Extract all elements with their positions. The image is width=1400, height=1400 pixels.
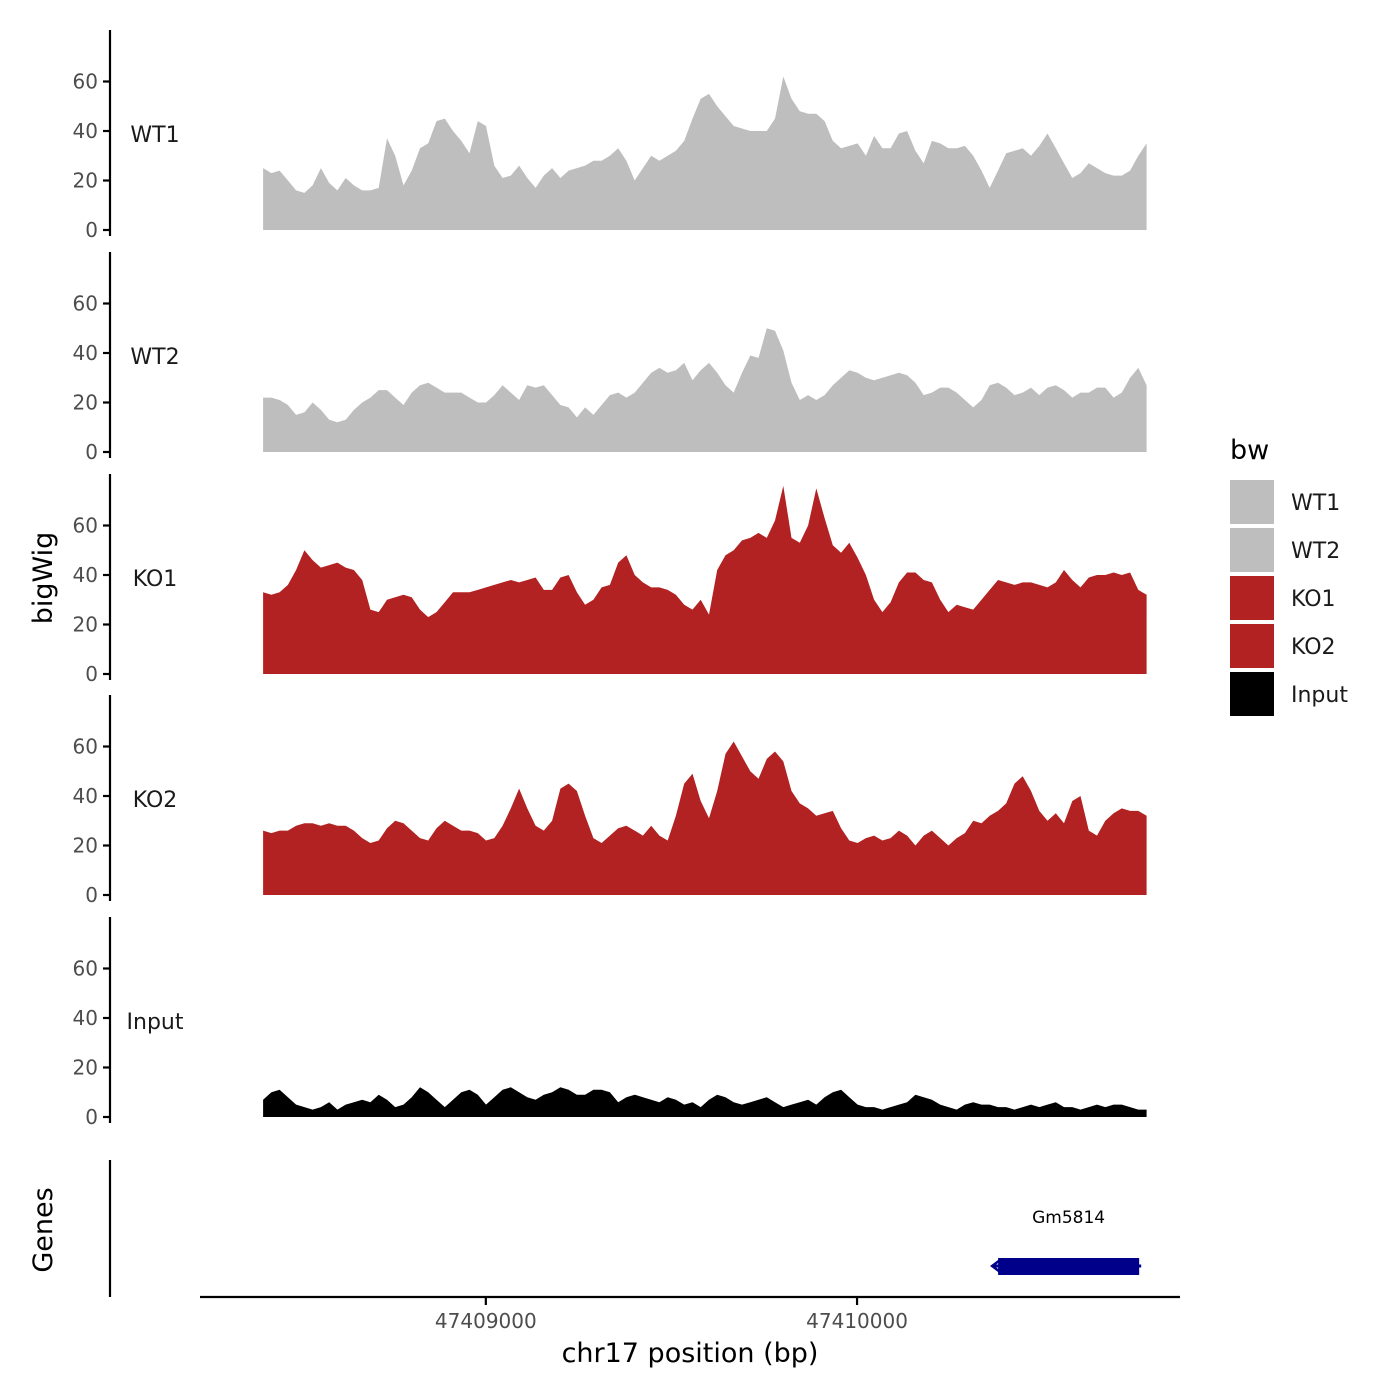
legend-swatch [1230, 624, 1274, 668]
y-tick-label: 60 [73, 70, 98, 94]
legend-item-wt1: WT1 [1230, 480, 1340, 524]
legend-item-wt2: WT2 [1230, 528, 1340, 572]
legend-swatch [1230, 576, 1274, 620]
coverage-area-wt2 [263, 328, 1147, 452]
track-wt2: 0 20 40 60 WT2 [73, 252, 1147, 464]
y-tick-label: 40 [73, 341, 98, 365]
y-tick-label: 40 [73, 563, 98, 587]
y-tick-label: 20 [73, 391, 98, 415]
legend-label: KO2 [1291, 635, 1336, 660]
y-tick-label: 20 [73, 834, 98, 858]
legend-label: Input [1291, 683, 1348, 708]
legend-title: bw [1230, 435, 1269, 466]
track-ko1: 0 20 40 60 KO1 [73, 474, 1147, 686]
y-axis-title-bigwig: bigWig [28, 532, 59, 625]
coverage-tracks: 0 20 40 60 WT1 0 20 40 60 WT2 0 20 40 60 KO1 0 20 40 60 KO2… [73, 30, 1147, 1129]
coverage-area-input [263, 1087, 1147, 1117]
coverage-area-ko1 [263, 485, 1147, 674]
gene-gm5814: Gm5814 [990, 1208, 1142, 1275]
y-tick-label: 40 [73, 119, 98, 143]
track-wt1: 0 20 40 60 WT1 [73, 30, 1147, 242]
y-tick-label: 60 [73, 292, 98, 316]
y-tick-label: 40 [73, 784, 98, 808]
y-tick-label: 0 [85, 662, 98, 686]
y-tick-label: 0 [85, 218, 98, 242]
track-label-ko2: KO2 [133, 788, 178, 813]
y-tick-label: 0 [85, 440, 98, 464]
legend-swatch [1230, 480, 1274, 524]
coverage-area-ko2 [263, 741, 1147, 895]
track-label-wt1: WT1 [130, 123, 179, 148]
legend-label: WT1 [1291, 491, 1340, 516]
y-axis-title-genes: Genes [28, 1187, 59, 1272]
x-tick-label: 47409000 [435, 1309, 537, 1333]
y-tick-label: 60 [73, 957, 98, 981]
y-tick-label: 0 [85, 1105, 98, 1129]
y-tick-label: 0 [85, 883, 98, 907]
legend-label: KO1 [1291, 587, 1336, 612]
x-axis-title: chr17 position (bp) [562, 1338, 819, 1369]
legend-item-ko1: KO1 [1230, 576, 1336, 620]
gene-label: Gm5814 [1032, 1208, 1105, 1228]
track-label-wt2: WT2 [130, 345, 179, 370]
y-tick-label: 60 [73, 735, 98, 759]
strand-arrow-icon [990, 1259, 1001, 1273]
legend-item-input: Input [1230, 672, 1348, 716]
track-label-input: Input [127, 1010, 184, 1035]
track-ko2: 0 20 40 60 KO2 [73, 695, 1147, 907]
legend-label: WT2 [1291, 539, 1340, 564]
x-tick-label: 47410000 [806, 1309, 908, 1333]
y-tick-label: 20 [73, 169, 98, 193]
gene-panel: Gm5814 [108, 1160, 1142, 1297]
legend-swatch [1230, 528, 1274, 572]
legend-item-ko2: KO2 [1230, 624, 1336, 668]
legend: bw WT1 WT2 KO1 KO2 Input [1230, 435, 1348, 716]
y-tick-label: 20 [73, 1056, 98, 1080]
track-label-ko1: KO1 [133, 567, 178, 592]
coverage-area-wt1 [263, 76, 1147, 230]
y-tick-label: 60 [73, 514, 98, 538]
x-axis: 47409000 47410000 [200, 1295, 1180, 1333]
y-tick-label: 20 [73, 613, 98, 637]
y-tick-label: 40 [73, 1006, 98, 1030]
track-input: 0 20 40 60 Input [73, 917, 1147, 1129]
legend-swatch [1230, 672, 1274, 716]
